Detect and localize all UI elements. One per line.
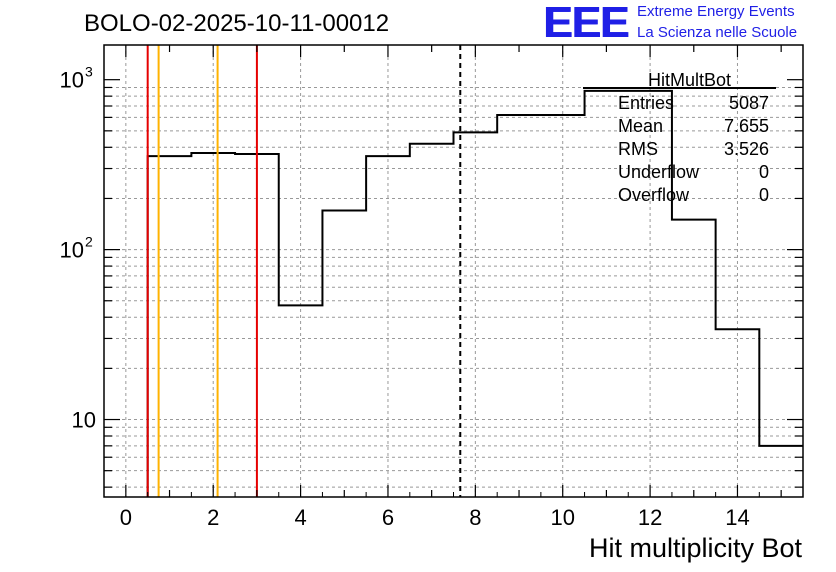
stats-row-value: 5087 [729, 93, 769, 113]
stats-box-name: HitMultBot [648, 70, 731, 90]
y-tick-label: 10 [72, 408, 96, 433]
histogram-bin [759, 446, 803, 497]
x-tick-label: 2 [207, 505, 219, 530]
x-tick-label: 8 [469, 505, 481, 530]
stats-row-value: 7.655 [724, 116, 769, 136]
stats-row-label: Mean [618, 116, 663, 136]
stats-row-label: Underflow [618, 162, 700, 182]
histogram-series-line [146, 89, 803, 497]
histogram-bin [279, 305, 323, 497]
x-tick-label: 6 [382, 505, 394, 530]
x-axis-label: Hit multiplicity Bot [588, 533, 802, 563]
logo-caption-line2: La Scienza nelle Scuole [637, 24, 798, 41]
histogram-bin [322, 210, 366, 497]
y-tick-exponent: 2 [85, 234, 93, 250]
y-tick-label: 10 [60, 68, 84, 93]
y-tick-exponent: 3 [85, 64, 93, 80]
stats-row-value: 3.526 [724, 139, 769, 159]
stats-row-value: 0 [759, 185, 769, 205]
histogram-bin [191, 153, 235, 497]
x-tick-label: 14 [725, 505, 749, 530]
x-tick-label: 10 [550, 505, 574, 530]
histogram-bin [541, 115, 585, 497]
stats-row-label: RMS [618, 139, 658, 159]
histogram-bin [716, 329, 760, 497]
x-tick-label: 12 [638, 505, 662, 530]
stats-row-label: Overflow [618, 185, 690, 205]
y-tick-label: 10 [60, 238, 84, 263]
eee-logo: EEE [543, 0, 629, 47]
plot-title: BOLO-02-2025-10-11-00012 [84, 10, 390, 37]
stats-row-label: Entries [618, 93, 674, 113]
x-tick-label: 0 [120, 505, 132, 530]
histogram-bin [410, 144, 454, 497]
stats-row-value: 0 [759, 162, 769, 182]
x-tick-label: 4 [294, 505, 306, 530]
histogram-bin [672, 220, 716, 497]
histogram-bin [366, 156, 410, 497]
logo-caption-line1: Extreme Energy Events [637, 3, 795, 20]
histogram-bin [148, 156, 192, 497]
histogram-bin [497, 115, 541, 497]
